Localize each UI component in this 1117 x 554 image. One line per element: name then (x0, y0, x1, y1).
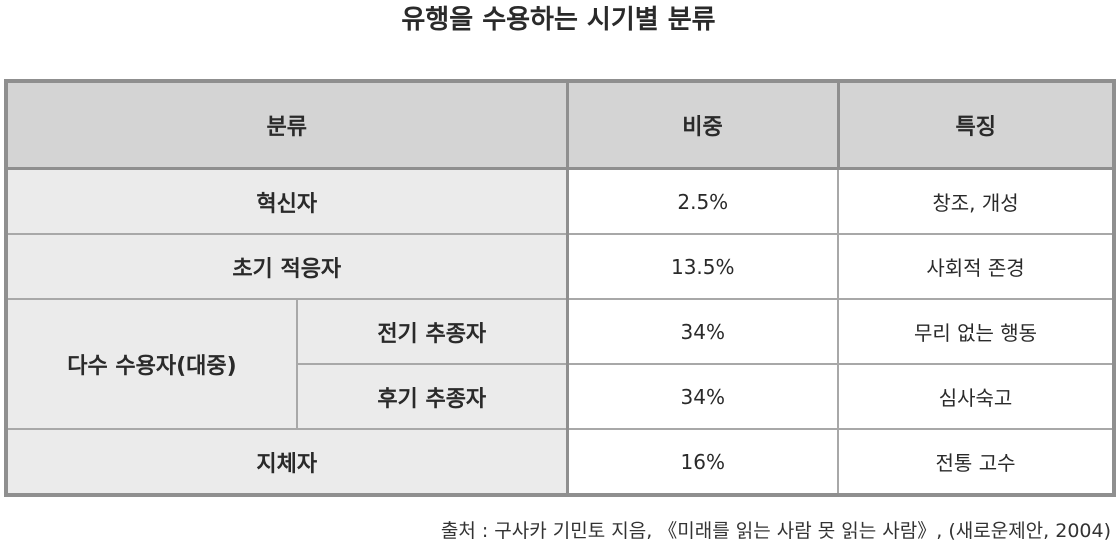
classification-table: 분류 비중 특징 혁신자 2.5% 창조, 개성 초기 적응자 13.5% 사회… (4, 79, 1117, 497)
row-share: 13.5% (565, 233, 840, 300)
row-feature: 심사숙고 (837, 363, 1116, 430)
row-feature: 전통 고수 (837, 428, 1116, 496)
row-share: 2.5% (565, 167, 840, 235)
row-subcategory: 후기 추종자 (295, 363, 569, 430)
row-share: 34% (565, 298, 840, 365)
page-title: 유행을 수용하는 시기별 분류 (401, 5, 716, 35)
row-share: 34% (565, 363, 840, 430)
row-category: 지체자 (4, 428, 569, 496)
classification-table-container: 분류 비중 특징 혁신자 2.5% 창조, 개성 초기 적응자 13.5% 사회… (4, 79, 1117, 497)
table-row: 지체자 16% 전통 고수 (4, 428, 1116, 496)
row-category: 혁신자 (4, 167, 569, 235)
header-category: 분류 (4, 80, 569, 170)
table-row: 후기 추종자 34% 심사숙고 (6, 363, 1116, 430)
row-feature: 창조, 개성 (837, 167, 1116, 235)
row-category: 초기 적응자 (4, 233, 569, 300)
row-share: 16% (565, 428, 840, 496)
table-header-row: 분류 비중 특징 (4, 80, 1116, 170)
header-share: 비중 (565, 80, 840, 170)
table-row: 혁신자 2.5% 창조, 개성 (4, 167, 1116, 235)
header-feature: 특징 (836, 80, 1116, 170)
row-feature: 사회적 존경 (837, 233, 1116, 300)
row-category-merged: 다수 수용자(대중) (5, 298, 298, 430)
row-feature: 무리 없는 행동 (837, 298, 1116, 365)
table-row: 다수 수용자(대중) 전기 추종자 34% 무리 없는 행동 (5, 298, 1116, 430)
source-citation: 출처 : 구사카 기민토 지음, 《미래를 읽는 사람 못 읽는 사람》, (새… (440, 520, 1111, 542)
table-row: 초기 적응자 13.5% 사회적 존경 (4, 233, 1116, 300)
row-subcategory: 전기 추종자 (295, 298, 569, 365)
